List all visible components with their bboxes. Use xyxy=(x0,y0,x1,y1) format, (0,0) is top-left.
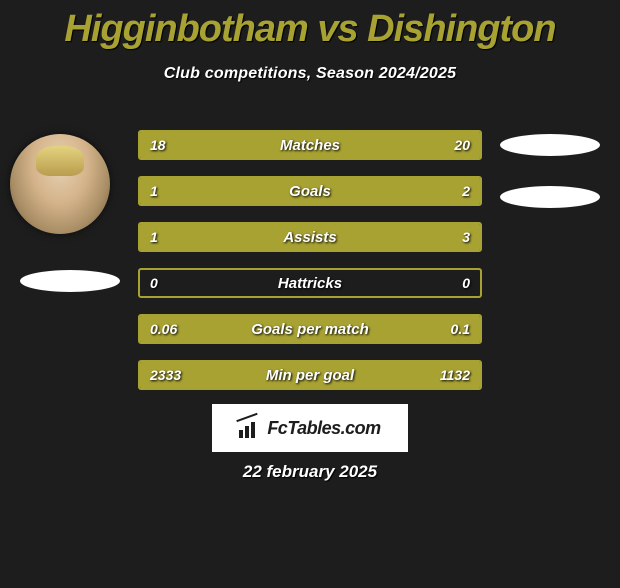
stat-fill-left xyxy=(140,316,266,342)
player-left-avatar xyxy=(10,134,110,234)
team-right-logo-placeholder xyxy=(500,186,600,208)
stat-value-right: 0 xyxy=(462,270,470,296)
player-right-avatar-placeholder xyxy=(500,134,600,156)
stat-fill-left xyxy=(140,178,252,204)
team-left-logo-placeholder xyxy=(20,270,120,292)
stat-fill-right xyxy=(225,224,480,250)
stat-row: 1Goals2 xyxy=(138,176,482,206)
stat-row: 0Hattricks0 xyxy=(138,268,482,298)
page-subtitle: Club competitions, Season 2024/2025 xyxy=(0,65,620,83)
source-logo: FcTables.com xyxy=(212,404,408,452)
source-logo-text: FcTables.com xyxy=(267,418,380,439)
stat-row: 1Assists3 xyxy=(138,222,482,252)
stat-fill-left xyxy=(140,224,225,250)
stats-bars: 18Matches20 1Goals2 1Assists3 0Hattricks0 0.… xyxy=(138,130,482,406)
stat-value-left: 0 xyxy=(150,270,158,296)
chart-icon xyxy=(239,418,261,438)
stat-fill-right xyxy=(300,132,480,158)
stat-row: 2333Min per goal1132 xyxy=(138,360,482,390)
date-label: 22 february 2025 xyxy=(0,462,620,482)
stat-row: 0.06Goals per match0.1 xyxy=(138,314,482,344)
stat-label: Hattricks xyxy=(140,270,480,296)
stat-fill-right xyxy=(266,316,480,342)
stat-row: 18Matches20 xyxy=(138,130,482,160)
stat-fill-left xyxy=(140,132,300,158)
page-title: Higginbotham vs Dishington xyxy=(0,8,620,51)
stat-fill-right xyxy=(252,178,480,204)
